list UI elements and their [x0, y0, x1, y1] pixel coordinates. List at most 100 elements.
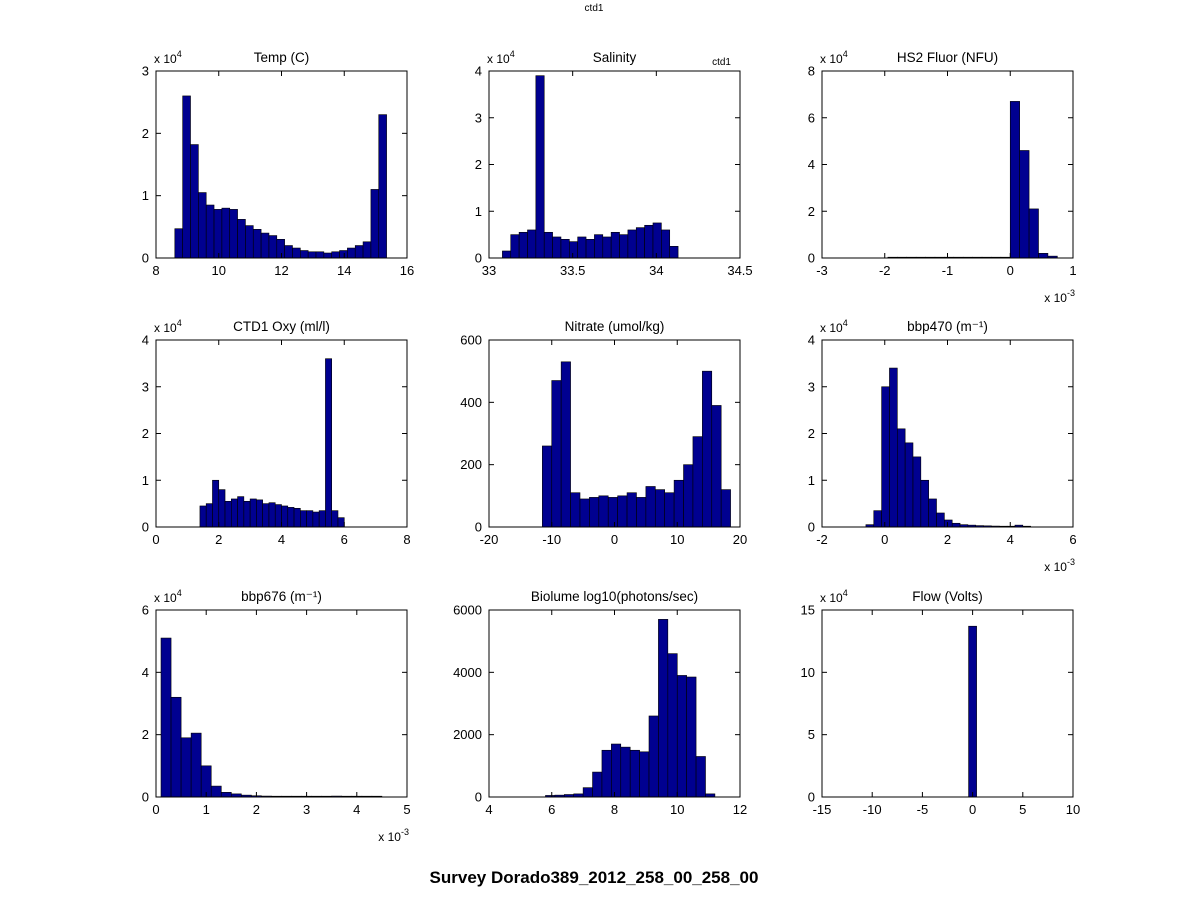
x-tick-label: -10: [542, 532, 561, 547]
histogram-bar: [268, 502, 276, 528]
histogram-bar: [551, 380, 562, 528]
histogram-bar: [594, 234, 604, 259]
x-tick-label: 33: [482, 263, 496, 278]
histogram-bar: [648, 715, 659, 798]
x-tick-label: 5: [403, 802, 410, 817]
histogram-bar: [711, 405, 722, 528]
subplot-title: bbp676 (m⁻¹): [241, 589, 322, 604]
histogram-bar: [229, 209, 238, 259]
subplot-title: Nitrate (umol/kg): [565, 319, 665, 334]
histogram-bar: [284, 245, 293, 259]
subplot-title: Biolume log10(photons/sec): [531, 589, 698, 604]
histogram-bar: [221, 207, 231, 259]
subplot-title: bbp470 (m⁻¹): [907, 319, 988, 334]
x-tick-label: 34.5: [727, 263, 752, 278]
x-tick-label: 8: [611, 802, 618, 817]
y-axis-exponent: x 104: [154, 318, 182, 335]
histogram-bar: [180, 737, 192, 798]
y-tick-label: 0: [808, 251, 815, 266]
axes-box: [821, 609, 1074, 798]
y-tick-label: 1: [475, 204, 482, 219]
x-tick-label: 6: [341, 532, 348, 547]
histogram-bar: [627, 229, 637, 259]
y-tick-label: 0: [142, 520, 149, 535]
x-tick-label: 2: [944, 532, 951, 547]
histogram-bar: [224, 500, 232, 528]
histogram-bar: [920, 479, 929, 528]
histogram-bar: [626, 492, 637, 528]
subplot-hs2-fluor: -3 -2 -1 0 1 0 2 4 6 8 HS2 Fluor (NFU) x 104 x 10-3: [808, 49, 1077, 305]
histogram-bar: [510, 234, 520, 259]
histogram-bar: [268, 235, 278, 259]
histogram-bar: [598, 495, 609, 528]
histogram-bar: [692, 436, 703, 528]
y-axis-exponent: x 104: [154, 588, 182, 605]
histogram-bar: [676, 675, 687, 798]
histogram-bar: [585, 239, 595, 259]
x-tick-label: -20: [480, 532, 499, 547]
histogram-bar: [570, 492, 581, 528]
histogram-bar: [1038, 253, 1049, 259]
histogram-bar: [560, 239, 570, 259]
histogram-bar: [245, 225, 254, 259]
y-tick-label: 0: [142, 251, 149, 266]
histogram-bar: [1009, 101, 1020, 259]
y-axis-exponent: x 104: [820, 318, 848, 335]
x-tick-label: 1: [203, 802, 210, 817]
histogram-bar: [667, 653, 678, 798]
histogram-bar: [281, 505, 289, 528]
y-axis-exponent: x 104: [487, 49, 515, 66]
y-tick-label: 2: [808, 204, 815, 219]
y-tick-label: 2: [808, 426, 815, 441]
histogram-bar: [889, 367, 898, 528]
y-tick-label: 0: [808, 520, 815, 535]
y-tick-label: 1: [142, 473, 149, 488]
histogram-bar: [579, 498, 590, 528]
histogram-bar: [542, 445, 553, 528]
histogram-bar: [260, 232, 270, 259]
x-tick-label: 10: [1066, 802, 1080, 817]
y-tick-label: 0: [475, 790, 482, 805]
x-tick-label: -3: [816, 263, 828, 278]
histogram-bar: [552, 236, 562, 259]
histogram-bar: [300, 510, 307, 528]
y-tick-label: 5: [808, 727, 815, 742]
histogram-bar: [873, 510, 882, 528]
y-tick-label: 2: [142, 727, 149, 742]
histogram-bar: [347, 247, 356, 259]
histogram-bar: [664, 492, 675, 528]
histogram-bar: [237, 496, 245, 528]
histogram-bar: [315, 251, 325, 259]
x-tick-label: 12: [274, 263, 288, 278]
x-tick-label: 20: [733, 532, 747, 547]
histogram-bar: [695, 756, 706, 798]
y-tick-label: 2: [475, 157, 482, 172]
y-tick-label: 6000: [453, 603, 482, 618]
subplot-biolume: 4 6 8 10 12 0 2000 4000 6000 Biolume log10(photon…: [453, 589, 747, 817]
histogram-bar: [237, 219, 246, 259]
histogram-bar: [619, 234, 629, 259]
histogram-bar: [652, 222, 662, 259]
histogram-bar: [220, 792, 232, 798]
axes-box: [821, 339, 1074, 528]
histogram-bar: [205, 503, 213, 528]
y-tick-label: 3: [142, 64, 149, 79]
histogram-bar: [601, 749, 612, 798]
histogram-bar: [339, 250, 348, 259]
histogram-bar: [331, 510, 339, 528]
histogram-bar: [325, 358, 332, 528]
histogram-bar: [354, 245, 364, 259]
x-tick-label: 0: [1007, 263, 1014, 278]
histogram-bar: [370, 189, 380, 259]
histogram-bar: [262, 503, 270, 528]
x-tick-label: 2: [215, 532, 222, 547]
histogram-bar: [602, 236, 612, 259]
histogram-bar: [1019, 150, 1030, 259]
figure-top-annotation: ctd1: [584, 3, 604, 14]
histogram-bar: [577, 236, 587, 259]
x-tick-label: 10: [670, 532, 684, 547]
y-tick-label: 3: [475, 110, 482, 125]
